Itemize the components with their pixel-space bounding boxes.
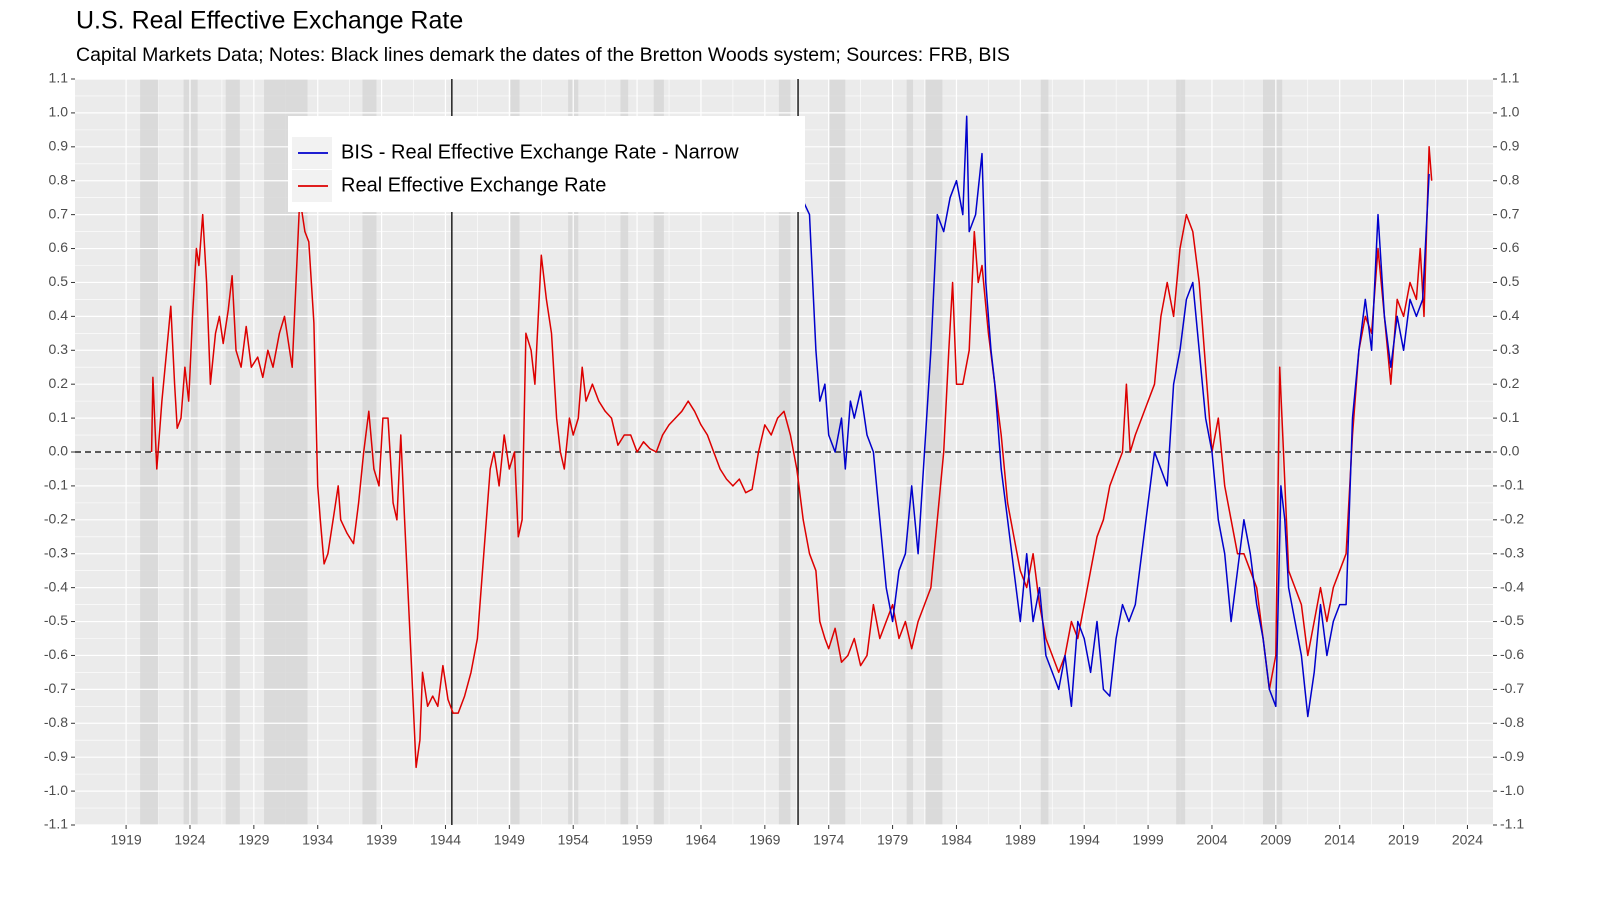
x-tick-label: 2014 bbox=[1324, 832, 1355, 848]
y-tick-label: 0.8 bbox=[49, 171, 69, 187]
y-tick-label: -0.4 bbox=[44, 578, 68, 594]
y2-tick-label: 0.1 bbox=[1500, 409, 1520, 425]
x-tick-label: 1954 bbox=[558, 832, 589, 848]
x-tick-label: 1994 bbox=[1069, 832, 1100, 848]
y-tick-label: -0.7 bbox=[44, 680, 68, 696]
y2-tick-label: 0.6 bbox=[1500, 239, 1520, 255]
series-line bbox=[797, 115, 1430, 718]
y-tick-label: 0.1 bbox=[49, 409, 69, 425]
y2-tick-label: -1.1 bbox=[1500, 816, 1524, 832]
legend-label: Real Effective Exchange Rate bbox=[341, 174, 606, 196]
y-tick-label: 0.0 bbox=[49, 443, 69, 459]
y-tick-label: 0.3 bbox=[49, 341, 69, 357]
y2-tick-label: 0.7 bbox=[1500, 205, 1520, 221]
y2-tick-label: 0.2 bbox=[1500, 375, 1520, 391]
y-tick-label: -0.3 bbox=[44, 544, 68, 560]
x-tick-label: 1919 bbox=[111, 832, 142, 848]
y-tick-label: 0.7 bbox=[49, 205, 69, 221]
x-tick-label: 1999 bbox=[1133, 832, 1164, 848]
y2-tick-label: -0.2 bbox=[1500, 511, 1524, 527]
y-tick-label: -0.2 bbox=[44, 511, 68, 527]
x-tick-label: 2019 bbox=[1388, 832, 1419, 848]
y-tick-label: -0.8 bbox=[44, 714, 68, 730]
x-tick-label: 1949 bbox=[494, 832, 525, 848]
x-tick-label: 1934 bbox=[302, 832, 333, 848]
y2-tick-label: -0.6 bbox=[1500, 646, 1524, 662]
x-tick-label: 1974 bbox=[813, 832, 844, 848]
y2-tick-label: 0.0 bbox=[1500, 443, 1520, 459]
y2-tick-label: -0.5 bbox=[1500, 612, 1524, 628]
y-tick-label: -1.0 bbox=[44, 782, 68, 798]
y-tick-label: 1.1 bbox=[49, 70, 69, 86]
legend: BIS - Real Effective Exchange Rate - Nar… bbox=[288, 116, 805, 212]
x-tick-label: 2004 bbox=[1196, 832, 1227, 848]
x-tick-label: 1984 bbox=[941, 832, 972, 848]
y2-tick-label: 1.1 bbox=[1500, 70, 1520, 86]
y2-tick-label: 0.9 bbox=[1500, 138, 1520, 154]
y-tick-label: 0.6 bbox=[49, 239, 69, 255]
x-tick-label: 1944 bbox=[430, 832, 461, 848]
x-tick-label: 1964 bbox=[685, 832, 716, 848]
y2-tick-label: 0.5 bbox=[1500, 273, 1520, 289]
x-tick-label: 1929 bbox=[238, 832, 269, 848]
y-tick-label: 1.0 bbox=[49, 104, 69, 120]
y-tick-label: -0.5 bbox=[44, 612, 68, 628]
y2-tick-label: 0.3 bbox=[1500, 341, 1520, 357]
x-tick-label: 1979 bbox=[877, 832, 908, 848]
y-tick-label: 0.2 bbox=[49, 375, 69, 391]
y2-tick-label: -1.0 bbox=[1500, 782, 1524, 798]
y2-tick-label: -0.4 bbox=[1500, 578, 1524, 594]
y-tick-label: -0.1 bbox=[44, 477, 68, 493]
y2-tick-label: -0.1 bbox=[1500, 477, 1524, 493]
y2-tick-label: 0.8 bbox=[1500, 171, 1520, 187]
x-tick-label: 1959 bbox=[622, 832, 653, 848]
y-tick-label: -0.6 bbox=[44, 646, 68, 662]
chart-subtitle: Capital Markets Data; Notes: Black lines… bbox=[76, 44, 1010, 66]
y-tick-label: 0.4 bbox=[49, 307, 69, 323]
x-tick-label: 1939 bbox=[366, 832, 397, 848]
x-tick-label: 1969 bbox=[749, 832, 780, 848]
y2-tick-label: -0.9 bbox=[1500, 748, 1524, 764]
y-tick-label: 0.9 bbox=[49, 138, 69, 154]
chart-title: U.S. Real Effective Exchange Rate bbox=[76, 7, 463, 35]
x-tick-label: 2009 bbox=[1260, 832, 1291, 848]
legend-label: BIS - Real Effective Exchange Rate - Nar… bbox=[341, 141, 739, 163]
y2-tick-label: -0.8 bbox=[1500, 714, 1524, 730]
x-tick-label: 2024 bbox=[1452, 832, 1483, 848]
y-tick-label: 0.5 bbox=[49, 273, 69, 289]
x-tick-label: 1989 bbox=[1005, 832, 1036, 848]
y2-tick-label: 0.4 bbox=[1500, 307, 1520, 323]
y-tick-label: -0.9 bbox=[44, 748, 68, 764]
series-line bbox=[150, 146, 1433, 769]
y2-tick-label: -0.7 bbox=[1500, 680, 1524, 696]
y-tick-label: -1.1 bbox=[44, 816, 68, 832]
x-tick-label: 1924 bbox=[174, 832, 205, 848]
legend-box bbox=[288, 116, 805, 212]
y2-tick-label: 1.0 bbox=[1500, 104, 1520, 120]
y2-tick-label: -0.3 bbox=[1500, 544, 1524, 560]
